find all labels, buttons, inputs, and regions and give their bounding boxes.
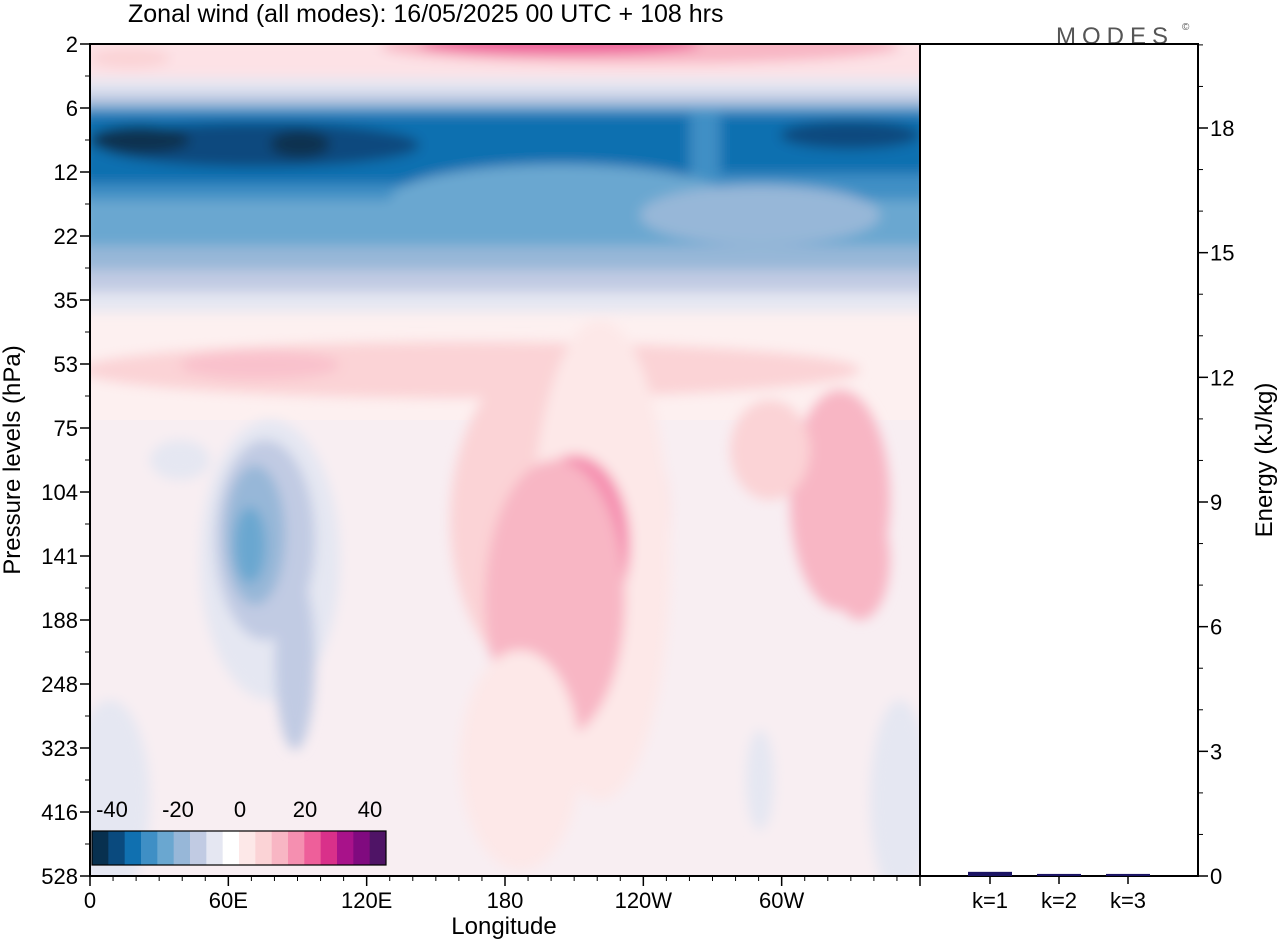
energy-axis-title: Energy (kJ/kg) — [1251, 383, 1278, 538]
colorbar-label: 0 — [234, 797, 246, 822]
energy-tick-label: 6 — [1210, 615, 1222, 640]
x-tick-label: 60E — [209, 888, 248, 913]
y-tick-label: 323 — [41, 736, 78, 761]
colorbar-swatch — [288, 831, 305, 865]
x-tick-label: 0 — [84, 888, 96, 913]
colorbar-label: -20 — [162, 797, 194, 822]
energy-tick-label: 18 — [1210, 116, 1234, 141]
y-tick-label: 188 — [41, 608, 78, 633]
energy-bar — [968, 871, 1012, 876]
colorbar-frame — [91, 830, 387, 866]
y-tick-label: 6 — [66, 96, 78, 121]
y-tick-label: 2 — [66, 32, 78, 57]
energy-category-label: k=2 — [1041, 888, 1077, 913]
x-tick-label: 120E — [341, 888, 392, 913]
colorbar — [91, 830, 387, 866]
x-axis-title: Longitude — [451, 913, 556, 940]
colorbar-swatch — [206, 831, 224, 865]
colorbar-swatch — [353, 831, 371, 865]
colorbar-labels: -40 -20 0 20 40 — [96, 797, 382, 822]
energy-bar — [1106, 873, 1150, 876]
y-axis-title: Pressure levels (hPa) — [0, 345, 26, 574]
energy-tick-label: 12 — [1210, 365, 1234, 390]
x-tick-label: 180 — [487, 888, 524, 913]
energy-tick-label: 15 — [1210, 241, 1234, 266]
colorbar-label: 20 — [293, 797, 317, 822]
heatmap-field — [90, 44, 920, 876]
colorbar-swatch — [304, 831, 322, 865]
colorbar-swatch — [141, 831, 158, 865]
energy-tick-label: 9 — [1210, 490, 1222, 515]
x-axis: 0 60E 120E 180 120W 60W — [84, 876, 921, 913]
y-tick-label: 53 — [54, 352, 78, 377]
colorbar-label: -40 — [96, 797, 128, 822]
colorbar-swatch — [255, 831, 273, 865]
y-tick-label: 141 — [41, 544, 78, 569]
energy-category-label: k=3 — [1110, 888, 1146, 913]
colorbar-swatch — [239, 831, 256, 865]
colorbar-swatch — [108, 831, 126, 865]
colorbar-swatch — [369, 831, 387, 865]
y-tick-label: 12 — [54, 160, 78, 185]
colorbar-swatch — [124, 831, 142, 865]
energy-axis: 0 3 6 9 12 15 18 — [1198, 44, 1234, 889]
colorbar-swatch — [320, 831, 338, 865]
x-tick-label: 120W — [615, 888, 673, 913]
energy-tick-label: 0 — [1210, 864, 1222, 889]
energy-category-label: k=1 — [972, 888, 1008, 913]
y-tick-label: 75 — [54, 416, 78, 441]
colorbar-swatch — [222, 831, 240, 865]
colorbar-swatch — [337, 831, 354, 865]
energy-bar — [1037, 873, 1081, 876]
y-tick-label: 528 — [41, 864, 78, 889]
brand-copyright-mark: © — [1182, 22, 1190, 33]
x-tick-label: 60W — [759, 888, 804, 913]
y-tick-label: 416 — [41, 800, 78, 825]
y-tick-label: 104 — [41, 480, 78, 505]
energy-tick-label: 3 — [1210, 739, 1222, 764]
colorbar-swatch — [92, 831, 109, 865]
colorbar-swatch — [190, 831, 207, 865]
y-axis: 2 6 12 22 35 53 75 104 141 188 248 323 416 528 — [41, 32, 90, 889]
chart-title: Zonal wind (all modes): 16/05/2025 00 UT… — [128, 0, 723, 28]
colorbar-label: 40 — [358, 797, 382, 822]
energy-panel-frame — [919, 43, 1199, 877]
colorbar-swatch — [157, 831, 175, 865]
y-tick-label: 22 — [54, 224, 78, 249]
colorbar-swatch — [173, 831, 191, 865]
y-tick-label: 35 — [54, 288, 78, 313]
colorbar-swatch — [271, 831, 289, 865]
energy-bars: k=1 k=2 k=3 — [968, 871, 1150, 913]
y-tick-label: 248 — [41, 672, 78, 697]
